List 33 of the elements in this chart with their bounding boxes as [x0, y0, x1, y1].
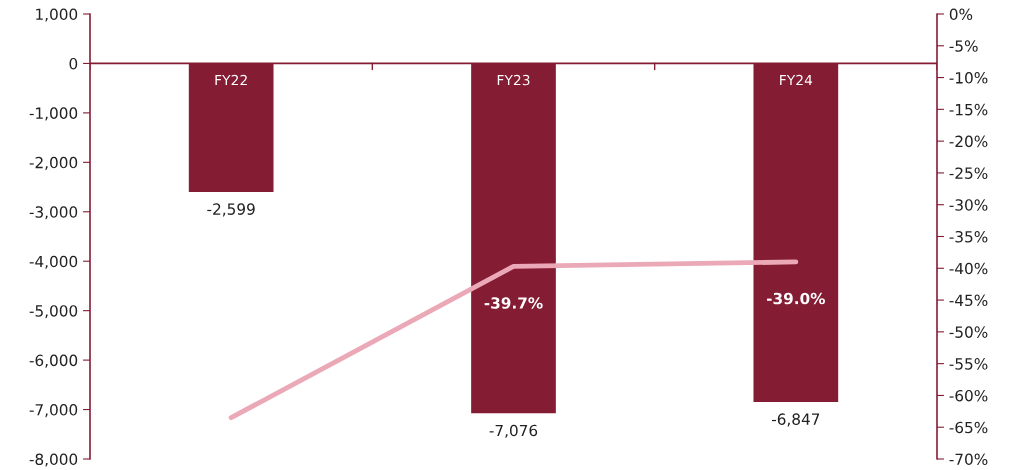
- x-tick-label: FY23: [497, 74, 530, 86]
- x-tick-label: FY22: [215, 74, 247, 86]
- y2-tick-label: -65%: [949, 421, 988, 434]
- y2-tick-label: -5%: [949, 40, 978, 52]
- y2-tick-label: -50%: [949, 326, 988, 338]
- y2-tick-label: -15%: [949, 103, 988, 116]
- y-tick-label: -7,000: [29, 404, 78, 418]
- y2-tick-label: 0%: [949, 8, 973, 21]
- data-label: -7,076: [489, 424, 538, 438]
- y-tick-label: -6,000: [29, 354, 78, 368]
- data-label: -2,599: [207, 203, 255, 217]
- y-tick-label: 0: [69, 57, 78, 70]
- y2-tick-label: -70%: [949, 453, 988, 466]
- y-tick-label: -2,000: [29, 156, 78, 170]
- y-tick-label: -3,000: [29, 206, 78, 220]
- y2-tick-label: -25%: [949, 167, 988, 179]
- y-tick-label: -8,000: [29, 453, 78, 467]
- y2-tick-label: -60%: [949, 389, 988, 402]
- y2-tick-label: -30%: [949, 199, 988, 211]
- y-tick-label: -1,000: [29, 107, 78, 121]
- data-label: -39.7%: [484, 297, 543, 309]
- y2-tick-label: -20%: [949, 135, 988, 148]
- y-tick-label: -5,000: [29, 305, 78, 319]
- y-tick-label: 1,000: [36, 8, 78, 22]
- data-label: -6,847: [771, 413, 820, 427]
- y2-tick-label: -35%: [949, 230, 988, 243]
- y2-tick-label: -45%: [949, 294, 988, 307]
- y2-tick-label: -40%: [949, 262, 988, 275]
- y-tick-label: -4,000: [29, 255, 78, 269]
- y2-tick-label: -10%: [949, 72, 988, 84]
- data-label: -39.0%: [766, 292, 826, 305]
- y2-tick-label: -55%: [949, 358, 988, 370]
- x-tick-label: FY24: [780, 74, 813, 86]
